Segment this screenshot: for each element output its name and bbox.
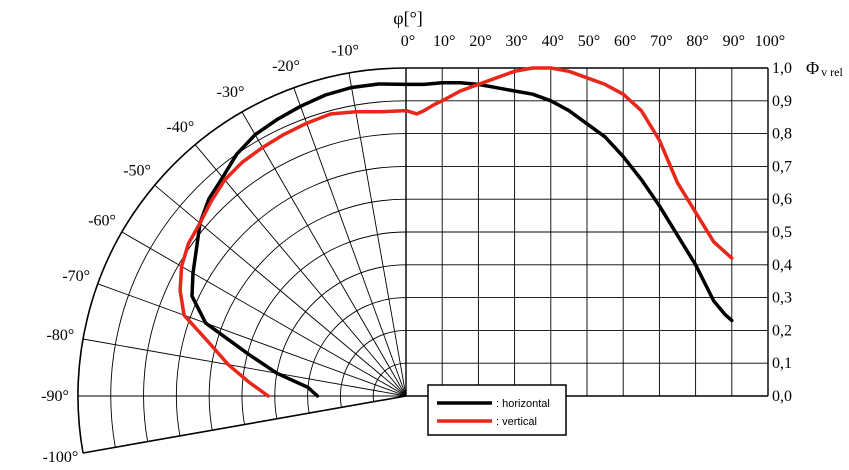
series-line-horizontal (190, 81, 734, 398)
polar-spoke (348, 72, 407, 397)
polar-spoke (194, 144, 407, 397)
y-tick-label: 0,0 (772, 388, 792, 405)
y-axis-title-sub: v rel (821, 65, 843, 79)
polar-angle-label: -40° (167, 119, 195, 136)
legend-label-horizontal: : horizontal (496, 398, 550, 410)
polar-angle-label: -90° (41, 388, 69, 405)
polar-angle-label: -80° (47, 327, 75, 344)
x-tick-label: 70° (650, 33, 672, 50)
x-tick-label: 0° (401, 33, 415, 50)
polar-spoke (121, 231, 407, 397)
x-tick-label: 10° (433, 33, 455, 50)
tick-labels: 0° 10° 20° 30° 40° 50° 60° 70° 80° 90° 100° 0,0 0,1 0… (41, 33, 792, 466)
y-tick-label: 0,1 (772, 355, 792, 372)
y-tick-label: 0,2 (772, 322, 792, 339)
y-tick-label: 0,6 (772, 191, 792, 208)
x-tick-label: 60° (614, 33, 636, 50)
y-tick-label: 0,5 (772, 224, 792, 241)
polar-spoke (293, 87, 407, 397)
y-tick-label: 0,8 (772, 126, 792, 143)
polar-spoke (97, 283, 407, 397)
y-tick-label: 0,3 (772, 290, 792, 307)
y-tick-label: 0,4 (772, 257, 792, 274)
x-tick-label: 100° (755, 33, 785, 50)
x-tick-label: 80° (686, 33, 708, 50)
polar-spoke (82, 338, 407, 397)
legend-label-vertical: : vertical (496, 416, 537, 428)
y-axis-title-main: Φ (806, 58, 819, 78)
y-tick-label: 0,7 (772, 158, 792, 175)
x-tick-label: 40° (542, 33, 564, 50)
series-line-vertical (178, 66, 734, 398)
polar-angle-label: -50° (123, 162, 151, 179)
polar-angle-label: -20° (272, 58, 300, 75)
series-group (178, 66, 734, 398)
x-tick-label: 50° (578, 33, 600, 50)
legend-box (427, 384, 567, 436)
x-tick-label: 30° (505, 33, 527, 50)
y-tick-label: 1,0 (772, 60, 792, 77)
legend: : horizontal : vertical (427, 384, 567, 436)
polar-angle-label: -10° (331, 42, 359, 59)
polar-angle-label: -100° (43, 449, 79, 466)
x-axis-title: φ[°] (393, 8, 423, 28)
polar-angle-label: -70° (62, 268, 90, 285)
polar-spoke (82, 395, 407, 454)
polar-angle-label: -30° (217, 84, 245, 101)
x-tick-label: 90° (723, 33, 745, 50)
x-tick-label: 20° (469, 33, 491, 50)
polar-spoke (241, 111, 407, 397)
y-tick-label: 0,9 (772, 93, 792, 110)
polar-angle-label: -60° (88, 213, 116, 230)
polar-spoke (154, 184, 407, 397)
